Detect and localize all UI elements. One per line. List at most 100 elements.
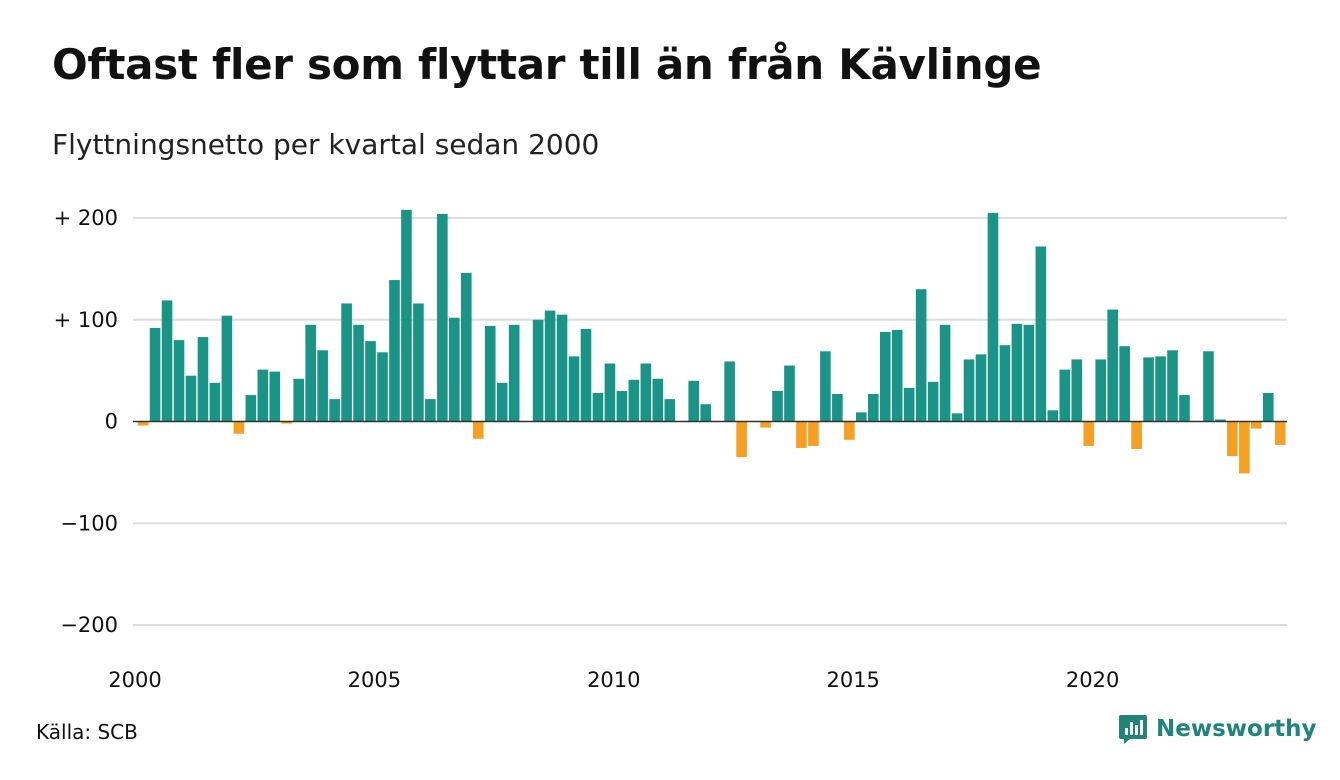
bar xyxy=(1119,346,1130,422)
bar xyxy=(245,395,257,422)
bar xyxy=(544,310,556,422)
bar xyxy=(724,361,735,422)
bar xyxy=(1215,419,1226,422)
bar xyxy=(365,341,376,422)
bar xyxy=(281,421,293,424)
bar xyxy=(1167,350,1178,422)
bar xyxy=(808,421,819,446)
bar xyxy=(317,350,328,422)
newsworthy-logo-icon xyxy=(1119,715,1147,744)
bar xyxy=(484,325,496,422)
bar xyxy=(975,354,987,422)
bar xyxy=(604,363,616,422)
brand-logo[interactable]: Newsworthy xyxy=(1118,713,1317,745)
bar xyxy=(796,421,807,448)
bar xyxy=(1227,421,1238,457)
bar xyxy=(580,328,592,422)
bar xyxy=(832,394,843,422)
bar xyxy=(1239,421,1250,474)
bar xyxy=(1095,359,1106,422)
bar xyxy=(257,369,269,422)
bar xyxy=(736,421,747,458)
bar xyxy=(1262,393,1274,422)
bar xyxy=(1274,421,1286,445)
y-tick-label: −100 xyxy=(60,511,118,535)
bar xyxy=(1131,421,1142,449)
bar xyxy=(1011,323,1023,422)
gridlines xyxy=(133,217,1287,626)
bar xyxy=(161,300,173,422)
bar xyxy=(1047,410,1059,422)
bar xyxy=(628,379,640,422)
bar xyxy=(1203,351,1214,422)
y-axis: + 200 + 100 0 −100 −200 xyxy=(54,206,118,637)
bar xyxy=(496,382,508,422)
x-tick-label: 2010 xyxy=(587,668,640,692)
bar xyxy=(927,381,939,422)
bar xyxy=(903,387,915,422)
bar xyxy=(449,317,460,422)
bars xyxy=(133,209,1287,474)
bar xyxy=(963,359,975,422)
bar xyxy=(401,209,412,422)
bar xyxy=(532,319,544,422)
bar xyxy=(879,331,891,422)
y-tick-label: 0 xyxy=(105,410,118,434)
bar xyxy=(1155,356,1166,422)
bar xyxy=(413,303,424,422)
bar xyxy=(1179,395,1190,422)
bar xyxy=(844,421,855,440)
bar xyxy=(688,380,700,422)
bar xyxy=(784,365,795,422)
bar xyxy=(1083,421,1095,446)
bar xyxy=(173,340,185,422)
bar xyxy=(987,212,999,422)
bar xyxy=(951,413,963,422)
brand-name: Newsworthy xyxy=(1156,716,1317,742)
bar xyxy=(616,390,628,422)
bar xyxy=(1071,359,1083,422)
bar xyxy=(197,337,209,422)
bar xyxy=(437,213,448,422)
bar xyxy=(1059,369,1071,422)
bar xyxy=(185,375,197,422)
bar xyxy=(508,324,520,422)
bar xyxy=(221,315,233,422)
bar xyxy=(640,363,652,422)
bar xyxy=(137,421,149,426)
bar xyxy=(1251,421,1262,429)
x-tick-label: 2020 xyxy=(1066,668,1119,692)
y-tick-label: −200 xyxy=(60,613,118,637)
bar xyxy=(700,404,711,422)
bar xyxy=(341,303,352,422)
y-tick-label: + 100 xyxy=(54,308,118,332)
bar xyxy=(233,421,245,434)
x-axis: 2000 2005 2010 2015 2020 xyxy=(108,668,1119,692)
bar xyxy=(939,324,951,422)
bar xyxy=(891,329,903,422)
bar xyxy=(425,399,436,422)
x-tick-label: 2005 xyxy=(348,668,401,692)
bar xyxy=(1023,324,1035,422)
chart-title: Oftast fler som flyttar till än från Käv… xyxy=(52,40,1042,89)
bar xyxy=(305,324,316,422)
x-tick-label: 2015 xyxy=(826,668,879,692)
bar xyxy=(556,314,568,422)
bar xyxy=(329,399,340,422)
bar xyxy=(760,421,771,428)
chart-subtitle: Flyttningsnetto per kvartal sedan 2000 xyxy=(52,128,600,161)
bar xyxy=(915,289,927,422)
source-note: Källa: SCB xyxy=(36,720,138,744)
bar xyxy=(1035,246,1047,422)
bar xyxy=(1107,309,1118,422)
bar xyxy=(664,399,676,422)
bar xyxy=(856,412,867,422)
bar xyxy=(353,324,364,422)
bar-chart: + 200 + 100 0 −100 −200 2000 2005 2010 2015 2020 xyxy=(54,206,1287,692)
bar xyxy=(377,352,388,422)
bar xyxy=(269,371,281,422)
bar xyxy=(592,393,604,422)
bar xyxy=(652,378,664,422)
x-tick-label: 2000 xyxy=(108,668,161,692)
bar xyxy=(999,345,1011,422)
